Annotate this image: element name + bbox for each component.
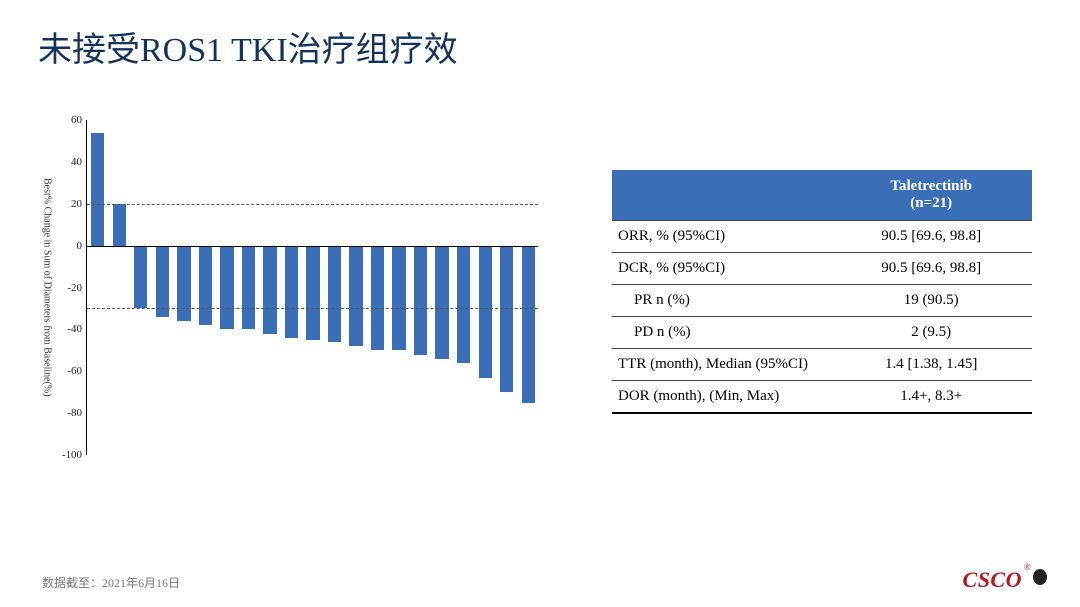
bar [263, 246, 276, 334]
bar [349, 246, 362, 347]
bar [522, 246, 535, 403]
registered-icon: ® [1024, 562, 1052, 593]
table-row: DCR, % (95%CI)90.5 [69.6, 98.8] [612, 253, 1032, 285]
y-tick: -80 [67, 407, 82, 419]
row-label: TTR (month), Median (95%CI) [612, 349, 830, 381]
bar [457, 246, 470, 363]
row-label: ORR, % (95%CI) [612, 221, 830, 253]
table-row: PR n (%)19 (90.5) [612, 285, 1032, 317]
table-header-blank [612, 170, 830, 221]
bar [156, 246, 169, 317]
row-label: PD n (%) [612, 317, 830, 349]
bar [220, 246, 233, 330]
table-row: DOR (month), (Min, Max)1.4+, 8.3+ [612, 381, 1032, 414]
bar [414, 246, 427, 355]
row-value: 19 (90.5) [830, 285, 1032, 317]
bar [199, 246, 212, 326]
row-value: 90.5 [69.6, 98.8] [830, 253, 1032, 285]
reference-line [87, 204, 538, 205]
table-row: TTR (month), Median (95%CI)1.4 [1.38, 1.… [612, 349, 1032, 381]
y-tick: 0 [77, 240, 83, 252]
y-tick: -20 [67, 282, 82, 294]
table-body: ORR, % (95%CI)90.5 [69.6, 98.8]DCR, % (9… [612, 221, 1032, 414]
row-label: PR n (%) [612, 285, 830, 317]
bar [306, 246, 319, 340]
y-axis-label: Best% Change in Sum of Diameters from Ba… [42, 178, 53, 397]
bar [177, 246, 190, 321]
y-tick: -40 [67, 323, 82, 335]
row-label: DCR, % (95%CI) [612, 253, 830, 285]
y-axis-label-wrap: Best% Change in Sum of Diameters from Ba… [38, 120, 56, 455]
table-row: ORR, % (95%CI)90.5 [69.6, 98.8] [612, 221, 1032, 253]
table-header: Taletrectinib(n=21) [612, 170, 1032, 221]
bars-container [87, 120, 538, 455]
reference-line [87, 308, 538, 309]
results-table: Taletrectinib(n=21) ORR, % (95%CI)90.5 [… [612, 170, 1032, 414]
table-header-drug: Taletrectinib(n=21) [830, 170, 1032, 221]
row-label: DOR (month), (Min, Max) [612, 381, 830, 414]
plot-area [86, 120, 538, 455]
bar [113, 204, 126, 246]
y-tick: 40 [71, 156, 82, 168]
bar [328, 246, 341, 342]
table-row: PD n (%)2 (9.5) [612, 317, 1032, 349]
y-tick: 60 [71, 114, 82, 126]
bar [435, 246, 448, 359]
results-table-wrap: Taletrectinib(n=21) ORR, % (95%CI)90.5 [… [612, 170, 1032, 414]
bar [392, 246, 405, 351]
row-value: 2 (9.5) [830, 317, 1032, 349]
bar [500, 246, 513, 393]
data-cutoff-note: 数据截至：2021年6月16日 [42, 574, 180, 591]
logo-text: CSCO [963, 567, 1022, 593]
bar [91, 133, 104, 246]
bar [371, 246, 384, 351]
registered-glyph: ® [1024, 562, 1031, 572]
row-value: 90.5 [69.6, 98.8] [830, 221, 1032, 253]
bar [479, 246, 492, 378]
bar [134, 246, 147, 309]
waterfall-chart: Best% Change in Sum of Diameters from Ba… [38, 120, 538, 455]
csco-logo: CSCO ® [963, 562, 1052, 593]
zero-axis [87, 246, 538, 247]
y-tick: -100 [62, 449, 82, 461]
y-tick: -60 [67, 365, 82, 377]
slide-title: 未接受ROS1 TKI治疗组疗效 [38, 22, 458, 71]
row-value: 1.4+, 8.3+ [830, 381, 1032, 414]
bar [285, 246, 298, 338]
bar [242, 246, 255, 330]
y-tick: 20 [71, 198, 82, 210]
y-axis-ticks: 6040200-20-40-60-80-100 [56, 120, 86, 455]
row-value: 1.4 [1.38, 1.45] [830, 349, 1032, 381]
